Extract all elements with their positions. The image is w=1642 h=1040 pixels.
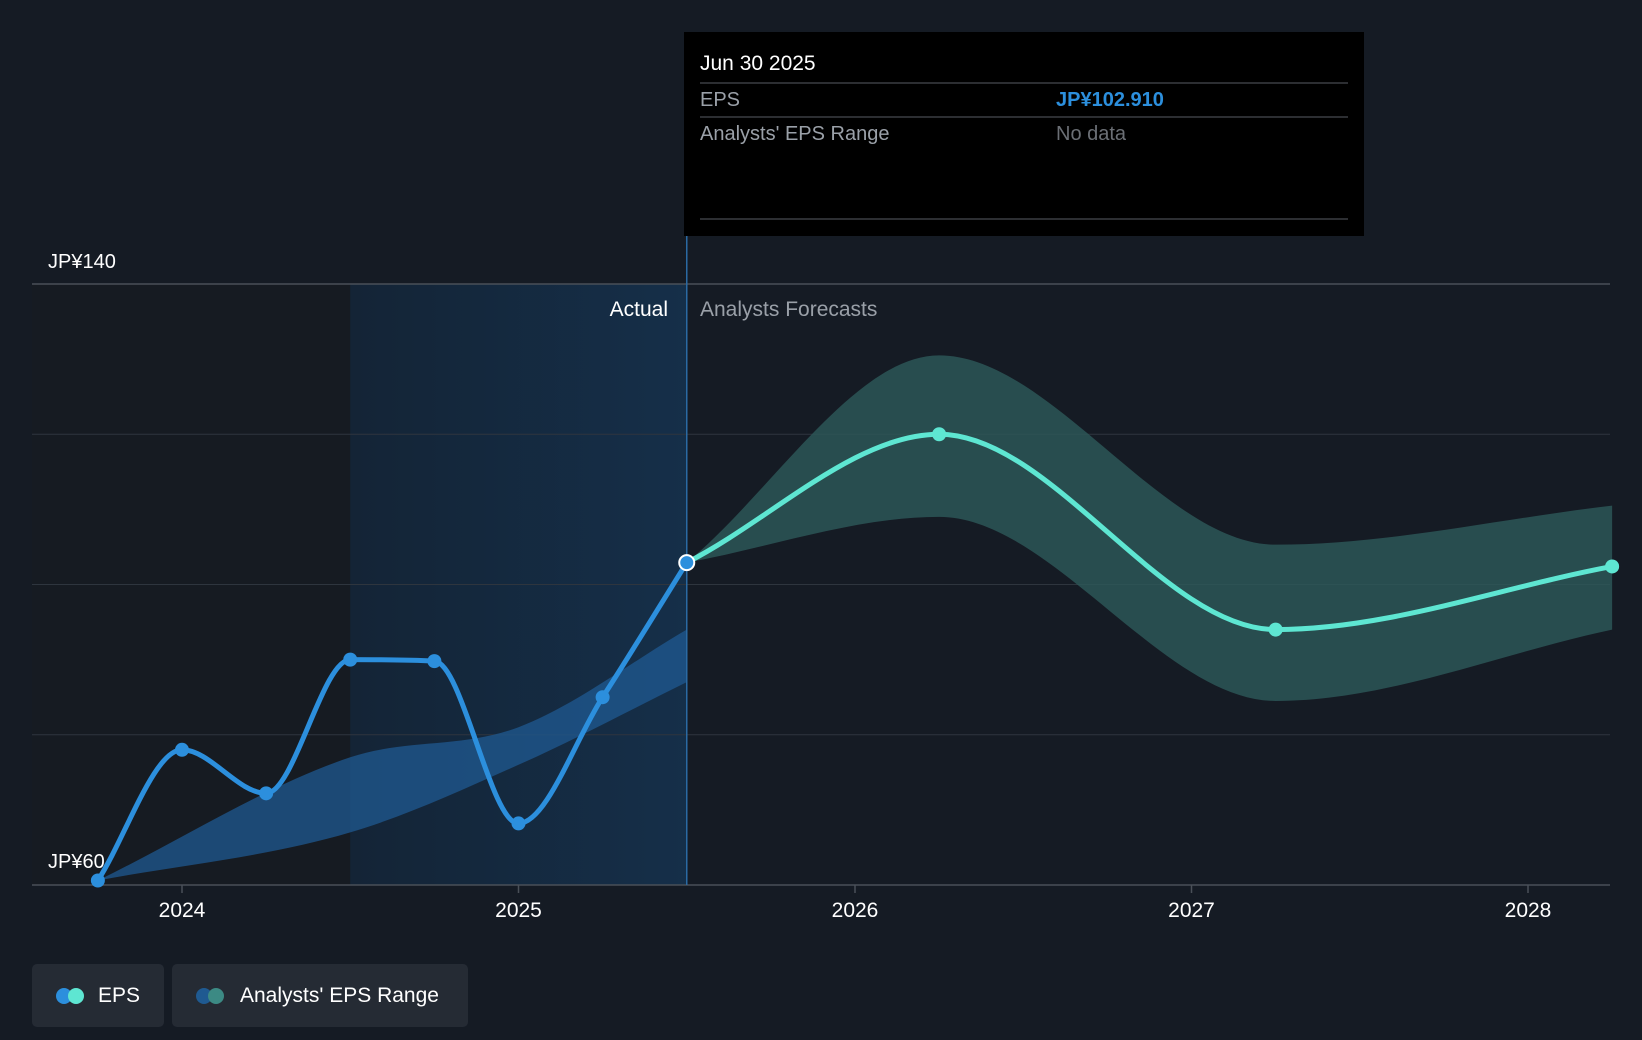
tooltip-range-value: No data [1056, 123, 1127, 145]
eps-points [90, 427, 1620, 888]
legend-range-label: Analysts' EPS Range [240, 983, 439, 1007]
eps-forecast-point [932, 427, 947, 442]
legend-dot [68, 987, 84, 1004]
eps-legend-icon [56, 987, 86, 1005]
forecast-region-label: Analysts Forecasts [700, 298, 877, 321]
range-legend-icon [196, 987, 228, 1005]
tooltip: Jun 30 2025 EPS JP¥102.910 Analysts' EPS… [684, 32, 1364, 236]
eps-forecast-point [1605, 559, 1620, 574]
eps-chart: 2024 2025 2026 2027 2028 JP¥140 JP¥60 Actual… [32, 32, 1620, 922]
eps-actual-point [511, 816, 526, 831]
tooltip-range-label: Analysts' EPS Range [700, 123, 889, 145]
tooltip-eps-label: EPS [700, 89, 740, 111]
eps-actual-point [90, 873, 105, 888]
eps-actual-point [343, 652, 358, 667]
legend-dot [208, 987, 224, 1004]
eps-actual-point [427, 654, 442, 669]
eps-actual-point [259, 786, 274, 801]
tooltip-box [684, 32, 1364, 236]
x-tick-label: 2026 [832, 899, 879, 922]
eps-actual-point [175, 742, 189, 757]
eps-forecast-point [1268, 622, 1283, 637]
legend-eps[interactable]: EPS [32, 964, 164, 1027]
y-tick-label-bottom: JP¥60 [48, 851, 105, 873]
eps-range-band [97, 629, 687, 881]
eps-range-band [686, 355, 1613, 701]
x-tick-label: 2028 [1505, 899, 1552, 922]
x-tick-label: 2027 [1168, 899, 1215, 922]
eps-actual-point [678, 554, 696, 572]
tooltip-date: Jun 30 2025 [700, 52, 816, 75]
eps-actual-point [595, 690, 610, 705]
legend-eps-label: EPS [97, 983, 140, 1007]
actual-region-label: Actual [610, 298, 668, 321]
legend-eps-range[interactable]: Analysts' EPS Range [172, 964, 468, 1027]
x-tick-label: 2025 [495, 899, 542, 922]
x-tick-label: 2024 [159, 899, 206, 922]
eps-forecast-line [684, 431, 1615, 633]
y-tick-label-top: JP¥140 [48, 251, 116, 273]
tooltip-eps-value: JP¥102.910 [1056, 89, 1164, 111]
x-axis: 2024 2025 2026 2027 2028 [159, 885, 1552, 922]
eps-range-bands [97, 355, 1613, 881]
